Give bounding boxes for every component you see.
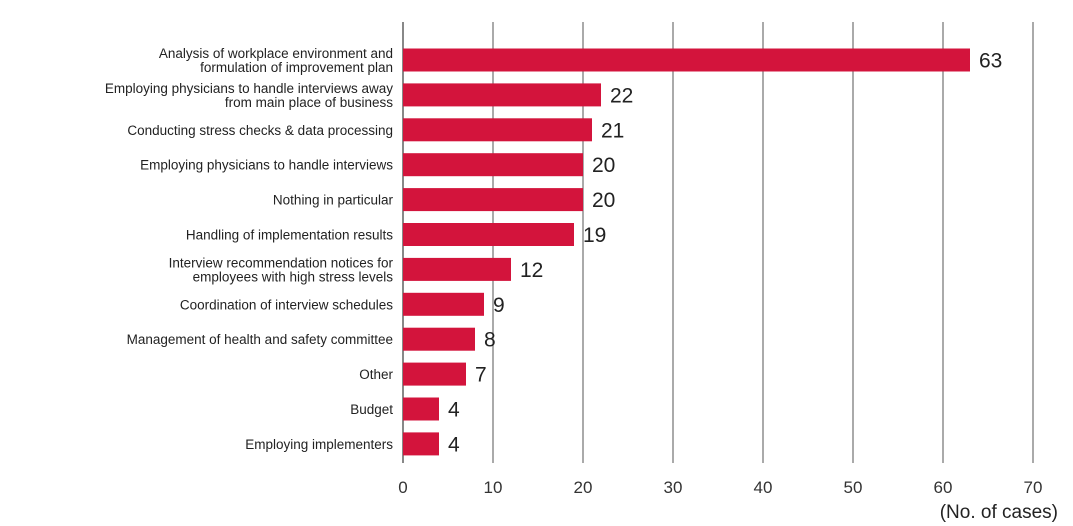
value-label: 20 xyxy=(592,189,615,212)
category-label-line: from main place of business xyxy=(225,95,393,110)
category-label: Employing implementers xyxy=(245,437,393,452)
value-label: 63 xyxy=(979,50,1002,73)
tick-label: 70 xyxy=(1024,478,1043,497)
category-label: Interview recommendation notices for empl… xyxy=(169,255,394,284)
value-label: 19 xyxy=(583,224,606,247)
category-label: Nothing in particular xyxy=(273,193,394,208)
value-label: 7 xyxy=(475,364,487,387)
tick-label: 20 xyxy=(574,478,593,497)
value-label: 21 xyxy=(601,119,624,142)
category-label-line: Coordination of interview schedules xyxy=(180,297,393,312)
x-axis-title: (No. of cases) xyxy=(940,502,1058,523)
category-label-line: Interview recommendation notices for xyxy=(169,255,394,270)
bar xyxy=(403,257,511,281)
x-axis-ticks: 0 10 20 30 40 50 60 70 xyxy=(398,478,1042,497)
value-label: 20 xyxy=(592,154,615,177)
tick-label: 10 xyxy=(484,478,503,497)
bar xyxy=(403,327,475,351)
category-label-line: Employing physicians to handle interview… xyxy=(105,81,393,96)
category-labels: Analysis of workplace environment and for… xyxy=(105,46,394,452)
bar xyxy=(403,83,601,107)
bar xyxy=(403,118,592,142)
category-label-line: Budget xyxy=(350,402,393,417)
category-label-line: Employing physicians to handle interview… xyxy=(140,158,393,173)
category-label: Handling of implementation results xyxy=(186,228,393,243)
value-label: 4 xyxy=(448,399,460,422)
bar xyxy=(403,397,439,421)
category-label: Coordination of interview schedules xyxy=(180,297,393,312)
category-label-line: Analysis of workplace environment and xyxy=(159,46,393,61)
category-label-line: Handling of implementation results xyxy=(186,228,393,243)
category-label: Budget xyxy=(350,402,393,417)
category-label-line: employees with high stress levels xyxy=(193,269,394,284)
category-label: Other xyxy=(359,367,393,382)
category-label-line: Nothing in particular xyxy=(273,193,394,208)
tick-label: 30 xyxy=(664,478,683,497)
tick-label: 50 xyxy=(844,478,863,497)
value-label: 22 xyxy=(610,84,633,107)
category-label: Analysis of workplace environment and for… xyxy=(159,46,393,75)
bar xyxy=(403,48,970,72)
bar xyxy=(403,362,466,386)
category-label: Employing physicians to handle interview… xyxy=(105,81,393,110)
category-label: Conducting stress checks & data processi… xyxy=(127,123,393,138)
bar xyxy=(403,223,574,246)
category-label-line: Management of health and safety committe… xyxy=(127,332,393,347)
tick-label: 60 xyxy=(934,478,953,497)
category-label-line: Other xyxy=(359,367,393,382)
category-label-line: Conducting stress checks & data processi… xyxy=(127,123,393,138)
value-label: 8 xyxy=(484,329,496,352)
bar xyxy=(403,292,484,316)
tick-label: 0 xyxy=(398,478,407,497)
category-label-line: Employing implementers xyxy=(245,437,393,452)
category-label: Management of health and safety committe… xyxy=(127,332,393,347)
category-label: Employing physicians to handle interview… xyxy=(140,158,393,173)
bar xyxy=(403,153,583,177)
tick-label: 40 xyxy=(754,478,773,497)
value-label: 4 xyxy=(448,433,460,456)
value-label: 9 xyxy=(493,294,505,317)
bar xyxy=(403,432,439,456)
category-label-line: formulation of improvement plan xyxy=(200,60,393,75)
value-label: 12 xyxy=(520,259,543,282)
bars xyxy=(403,48,970,456)
bar xyxy=(403,188,583,212)
